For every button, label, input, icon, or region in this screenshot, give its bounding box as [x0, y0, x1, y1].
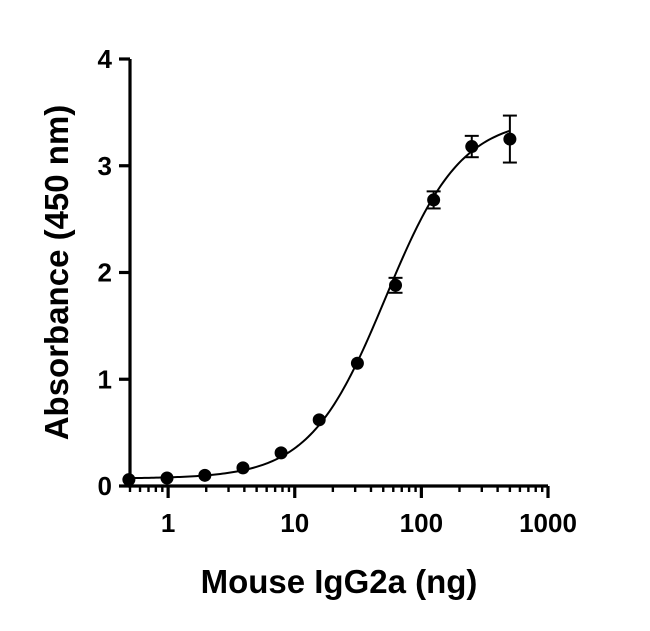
x-tick-label: 10 — [280, 508, 309, 538]
axes — [128, 59, 548, 488]
data-point-group — [122, 473, 136, 487]
y-tick-label: 0 — [98, 471, 112, 501]
x-tick-label: 1000 — [519, 508, 577, 538]
data-point-group — [312, 413, 326, 427]
data-point — [389, 278, 403, 292]
data-point — [122, 473, 136, 487]
data-point — [198, 468, 212, 482]
data-point — [236, 461, 250, 475]
data-point — [427, 193, 441, 207]
y-axis-title: Absorbance (450 nm) — [38, 105, 75, 441]
data-point — [160, 471, 174, 485]
data-point-group — [274, 446, 288, 460]
y-tick-label: 4 — [98, 44, 113, 74]
data-point — [350, 356, 364, 370]
y-tick-label: 1 — [98, 364, 112, 394]
y-tick-label: 2 — [98, 258, 112, 288]
data-point — [465, 140, 479, 154]
data-point-group — [236, 461, 250, 475]
data-point-group — [388, 276, 403, 294]
x-axis-ticks: 1 10 100 1000 — [128, 486, 577, 538]
data-point-group — [502, 114, 517, 164]
data-point-group — [160, 471, 174, 485]
x-axis-title: Mouse IgG2a (ng) — [201, 563, 478, 600]
data-point — [274, 446, 288, 460]
data-point-group — [464, 134, 479, 159]
data-point-group — [426, 190, 441, 210]
data-points — [122, 114, 517, 487]
data-point-group — [350, 356, 364, 370]
data-point-group — [198, 468, 212, 482]
y-axis-ticks: 0 1 2 3 4 — [98, 44, 130, 501]
data-point — [312, 413, 326, 427]
data-point — [503, 132, 517, 146]
y-tick-label: 3 — [98, 151, 112, 181]
x-tick-label: 1 — [161, 508, 175, 538]
x-tick-label: 100 — [400, 508, 443, 538]
